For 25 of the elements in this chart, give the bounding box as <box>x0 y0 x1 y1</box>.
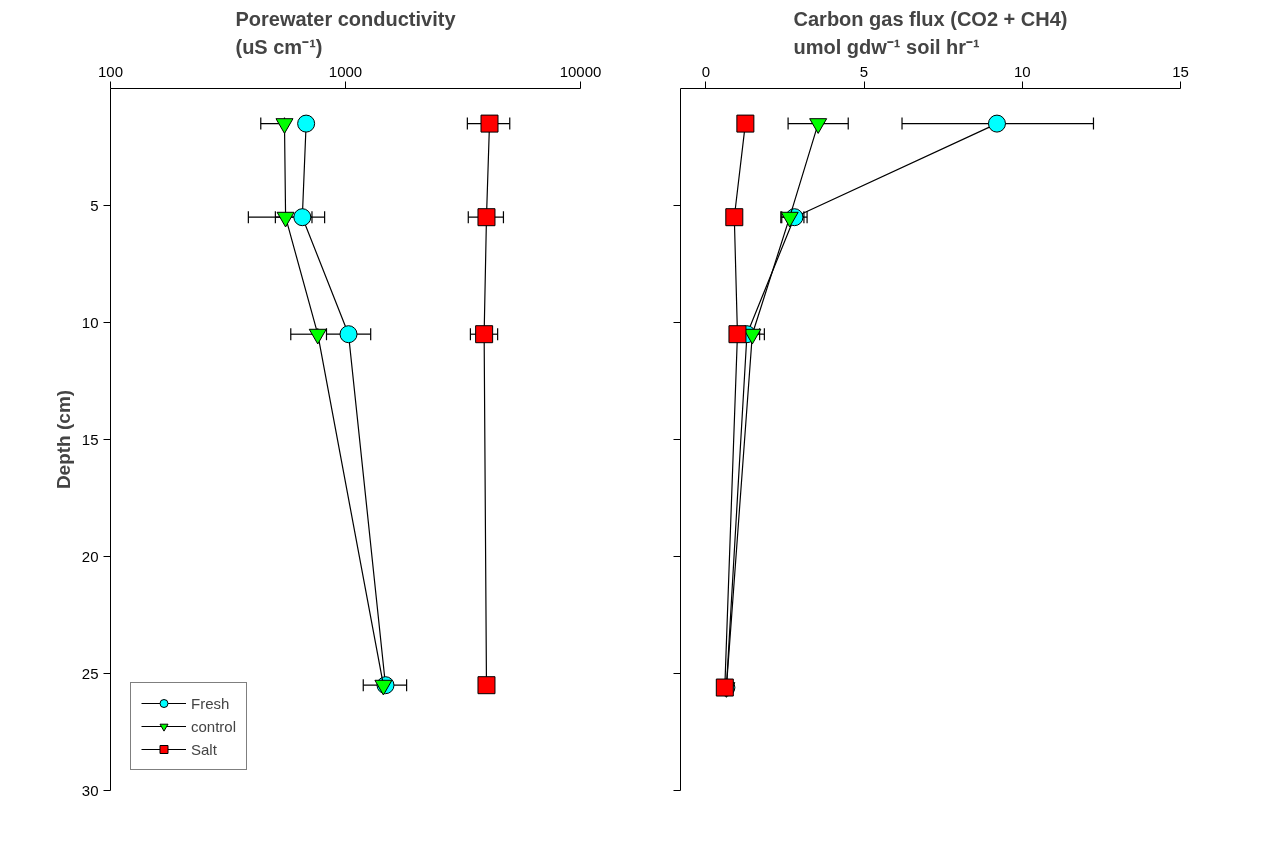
point <box>780 211 799 228</box>
point <box>987 114 1006 133</box>
y-tick-label: 15 <box>81 430 99 448</box>
legend-label: control <box>191 717 237 735</box>
y-tick-label: 20 <box>81 547 99 565</box>
x-tick-label: 100 <box>97 62 124 80</box>
y-tick-label: 10 <box>81 313 99 331</box>
y-axis-title: Depth (cm) <box>52 389 74 490</box>
x-tick-label: 5 <box>859 62 869 80</box>
point <box>809 118 828 134</box>
x-tick-label: 10000 <box>559 62 602 80</box>
chart-title: Carbon gas flux (CO2 + CH4) umol gdw⁻¹ soil hr⁻¹ <box>793 7 1068 59</box>
x-tick-label: 0 <box>701 62 710 80</box>
point <box>728 325 747 344</box>
x-tick-label: 15 <box>1172 62 1189 80</box>
x-tick-label: 1000 <box>328 62 363 80</box>
y-tick-label: 25 <box>81 664 99 682</box>
chart-title: Porewater conductivity (uS cm⁻¹) <box>235 7 457 59</box>
y-tick-label: 30 <box>81 781 99 799</box>
legend-label: Salt <box>191 740 217 758</box>
x-tick-label: 10 <box>1013 62 1031 80</box>
y-tick-label: 5 <box>90 196 99 214</box>
legend-label: Fresh <box>191 694 230 712</box>
point <box>725 208 744 227</box>
point <box>736 114 755 133</box>
